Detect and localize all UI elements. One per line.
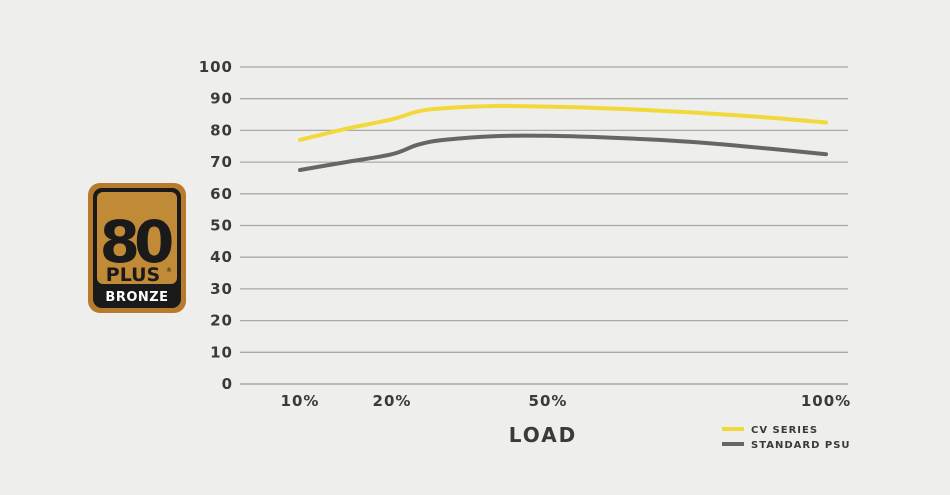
legend: CV SERIES STANDARD PSU (722, 425, 851, 451)
x-tick-label: 50% (529, 392, 568, 410)
badge-number: 80 (100, 208, 172, 276)
y-tick-label: 10 (210, 343, 233, 361)
x-tick-label: 10% (281, 392, 320, 410)
y-tick-label: 70 (210, 153, 233, 171)
x-axis-ticks: 10% 20% 50% 100% (281, 392, 851, 410)
badge-plus-text: PLUS (106, 264, 160, 286)
y-tick-label: 80 (210, 121, 233, 139)
y-tick-label: 100 (199, 58, 233, 76)
series-line-1 (298, 133, 828, 172)
x-tick-label: 20% (373, 392, 412, 410)
badge-tier-label: BRONZE (105, 290, 168, 305)
badge-registered-mark: ® (166, 267, 172, 274)
legend-label: STANDARD PSU (751, 440, 851, 451)
legend-label: CV SERIES (751, 425, 818, 436)
y-tick-label: 50 (210, 217, 233, 235)
series-lines (298, 103, 828, 172)
y-tick-label: 0 (222, 375, 233, 393)
y-tick-label: 20 (210, 312, 233, 330)
y-tick-label: 30 (210, 280, 233, 298)
series-line-0 (298, 103, 828, 142)
x-tick-label: 100% (801, 392, 851, 410)
y-tick-label: 40 (210, 248, 233, 266)
y-axis-ticks: 0 10 20 30 40 50 60 70 80 90 100 (199, 58, 233, 393)
badge-gold-panel (97, 192, 177, 284)
y-tick-label: 60 (210, 185, 233, 203)
x-axis-label: LOAD (509, 423, 578, 447)
y-tick-label: 90 (210, 90, 233, 108)
80-plus-bronze-badge: 80 PLUS ® BRONZE (88, 183, 186, 313)
grid-lines (240, 66, 848, 385)
